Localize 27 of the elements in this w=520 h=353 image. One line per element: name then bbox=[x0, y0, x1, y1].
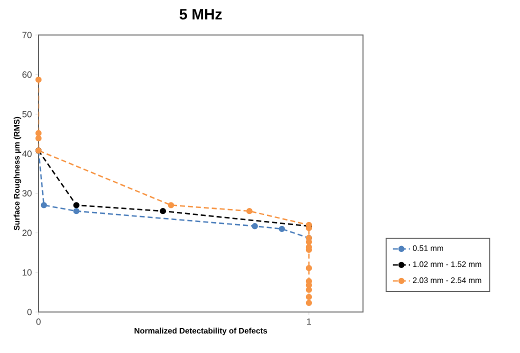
y-tick-label: 60 bbox=[22, 71, 32, 78]
point bbox=[306, 282, 312, 288]
point bbox=[252, 223, 258, 230]
y-tick-label: 0 bbox=[27, 308, 32, 316]
point bbox=[73, 202, 80, 208]
point bbox=[306, 264, 312, 272]
y-tick-label: 40 bbox=[22, 150, 32, 157]
point bbox=[35, 76, 42, 83]
point bbox=[306, 300, 312, 306]
point bbox=[40, 202, 47, 208]
point bbox=[306, 286, 312, 293]
y-tick-label: 10 bbox=[22, 269, 32, 276]
point bbox=[168, 202, 174, 208]
chart-title: 5 MHz bbox=[180, 9, 222, 20]
point bbox=[35, 130, 42, 136]
point bbox=[246, 208, 253, 214]
y-tick-label: 30 bbox=[22, 190, 32, 196]
y-tick-label: 70 bbox=[22, 32, 32, 38]
point bbox=[160, 208, 166, 214]
y-tick-label: 20 bbox=[22, 230, 32, 236]
y-tick-label: 50 bbox=[22, 110, 32, 118]
point bbox=[73, 208, 80, 214]
point bbox=[278, 226, 285, 232]
point bbox=[35, 135, 42, 142]
point bbox=[306, 238, 312, 246]
point bbox=[306, 294, 312, 300]
x-tick-label: 1 bbox=[307, 318, 311, 325]
